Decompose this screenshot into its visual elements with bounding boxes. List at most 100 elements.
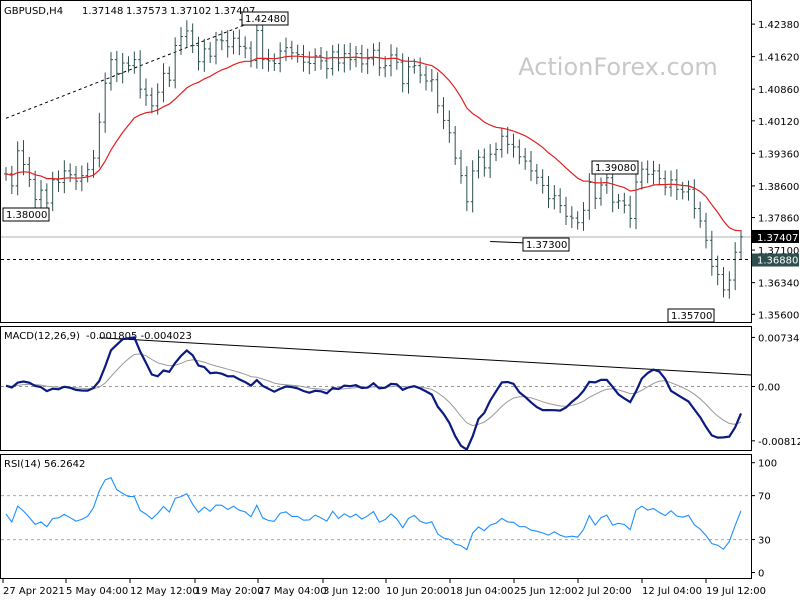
price-callout: 1.37300	[490, 237, 570, 252]
ohlc-bar	[359, 44, 364, 73]
ohlc-bar	[715, 255, 720, 286]
ohlc-bar	[383, 56, 388, 78]
price-trendline	[5, 21, 252, 119]
rsi-tick-label: 0	[758, 569, 764, 580]
current-price-label: 1.37407	[757, 233, 798, 244]
ohlc-bar	[628, 195, 633, 228]
ohlc-bar	[44, 183, 49, 210]
ohlc-bar	[126, 56, 131, 73]
ohlc-bar	[523, 148, 528, 170]
ohlc-bar	[459, 149, 463, 184]
ohlc-bar	[680, 181, 685, 200]
ohlc-bar	[167, 66, 172, 88]
ohlc-bar	[144, 78, 148, 106]
ohlc-bar	[529, 151, 533, 181]
ohlc-bar	[62, 160, 67, 194]
ohlc-bar	[733, 242, 738, 291]
watermark: ActionForex.com	[518, 53, 718, 81]
ohlc-bar	[85, 162, 90, 183]
ohlc-bar	[138, 50, 143, 99]
ohlc-bar	[494, 142, 498, 162]
x-tick-label: 27 May 04:00	[258, 586, 327, 597]
macd-panel: MACD(12,26,9) -0.001805 -0.004023 0.0073…	[0, 326, 800, 452]
ohlc-bar	[109, 52, 113, 91]
ohlc-bar	[132, 51, 137, 74]
ohlc-bar	[505, 126, 510, 154]
ohlc-bar	[313, 48, 318, 71]
ohlc-bar	[464, 166, 469, 212]
price-callout-label: 1.39080	[595, 163, 636, 174]
ohlc-bar	[441, 97, 446, 130]
moving-average-line	[5, 55, 742, 232]
macd-tick-label: 0.00	[758, 382, 780, 393]
ohlc-bar	[610, 167, 615, 213]
ohlc-bar	[173, 37, 178, 89]
ohlc-bar	[330, 45, 335, 76]
macd-title-values: -0.001805 -0.004023	[86, 331, 192, 342]
x-tick-label: 5 May 04:00	[66, 586, 128, 597]
ohlc-bar	[184, 20, 189, 48]
price-trendline-segment	[5, 21, 252, 119]
ohlc-bar	[307, 51, 312, 75]
macd-lines	[5, 336, 743, 452]
price-tick-label: 1.40860	[758, 85, 799, 96]
ohlc-bar	[161, 63, 166, 103]
ohlc-low: 1.37102	[170, 6, 211, 17]
ohlc-bar	[400, 53, 405, 93]
ohlc-bar	[214, 31, 218, 65]
ohlc-bar	[225, 30, 230, 58]
ohlc-bar	[453, 125, 458, 165]
ohlc-close: 1.37407	[214, 6, 255, 17]
ohlc-bar	[56, 170, 61, 192]
ohlc-bar	[698, 201, 703, 228]
ohlc-bar	[272, 53, 277, 71]
macd-tick-label: 0.007342	[758, 333, 800, 344]
ohlc-bar	[651, 160, 656, 185]
ohlc-bar	[208, 42, 213, 64]
dashed-level-label: 1.36880	[757, 256, 798, 267]
x-tick-label: 27 Apr 2021	[3, 586, 65, 597]
x-tick-label: 25 Jun 12:00	[514, 586, 578, 597]
ohlc-bar	[727, 271, 732, 299]
rsi-y-axis: 100 70 30 0	[751, 459, 777, 580]
ohlc-bar	[546, 176, 551, 209]
rsi-tick-label: 30	[758, 536, 771, 547]
symbol-header: GBPUSD,H4	[4, 6, 63, 17]
ohlc-bar	[569, 206, 574, 229]
macd-tick-label: -0.008126	[758, 437, 800, 448]
ohlc-bar	[616, 194, 621, 210]
ohlc-bar	[424, 65, 428, 91]
ohlc-bar	[243, 36, 248, 59]
ohlc-bar	[499, 128, 504, 158]
ohlc-bar	[278, 42, 283, 73]
ohlc-bar	[91, 149, 96, 178]
price-y-axis: 1.42380 1.41620 1.40860 1.40120 1.39360 1.386…	[751, 20, 799, 321]
rsi-tick-label: 100	[758, 459, 777, 470]
price-callout: 1.42480	[239, 11, 289, 26]
price-callout: 1.38000	[2, 207, 50, 222]
ohlc-bar	[68, 163, 73, 183]
ohlc-bar	[470, 160, 475, 213]
ohlc-bar	[657, 164, 662, 186]
ohlc-bar	[435, 72, 440, 114]
price-tick-label: 1.39360	[758, 149, 799, 160]
price-callout: 1.39080	[591, 160, 639, 175]
ohlc-bar	[721, 267, 726, 298]
price-tick-label: 1.37860	[758, 214, 799, 225]
x-tick-label: 12 Jul 04:00	[642, 586, 702, 597]
price-tick-label: 1.35600	[758, 310, 799, 321]
ohlc-bar	[488, 144, 493, 178]
ohlc-open: 1.37148	[82, 6, 123, 17]
price-tick-label: 1.38600	[758, 182, 799, 193]
ohlc-bar	[709, 230, 714, 276]
ohlc-bar	[103, 72, 108, 133]
price-panel: ActionForex.com GBPUSD,H4 1.37148 1.3757…	[0, 0, 799, 323]
x-tick-label: 19 May 20:00	[195, 586, 264, 597]
x-tick-label: 10 Jun 20:00	[386, 586, 450, 597]
ohlc-bar	[365, 48, 370, 74]
rsi-series-line	[5, 477, 742, 551]
ohlc-bar	[575, 211, 580, 230]
rsi-tick-label: 70	[758, 492, 771, 503]
